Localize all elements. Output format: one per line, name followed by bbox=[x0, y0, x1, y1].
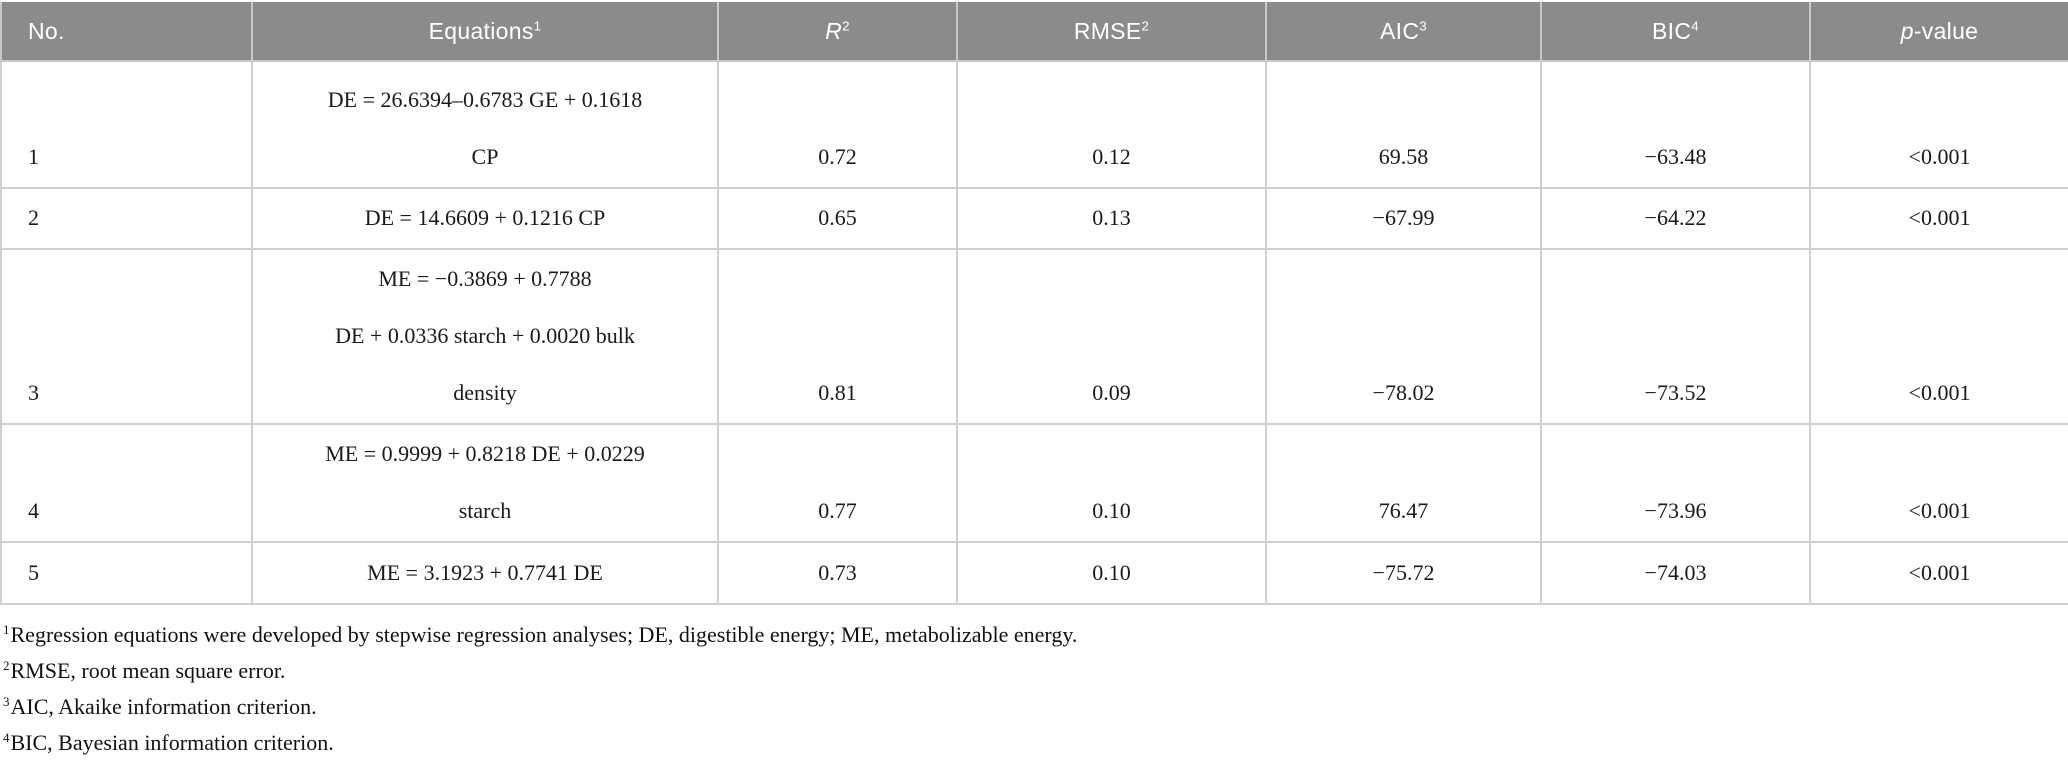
header-superscript: 3 bbox=[1419, 17, 1427, 33]
header-label: No. bbox=[28, 17, 65, 44]
header-label: RMSE bbox=[1073, 17, 1142, 44]
cell-bic: −74.03 bbox=[1540, 541, 1811, 605]
footnote-superscript: 4 bbox=[3, 729, 10, 745]
footnote: 1Regression equations were developed by … bbox=[3, 617, 2068, 653]
cell-bic: −73.96 bbox=[1540, 423, 1811, 543]
cell-no: 1 bbox=[0, 60, 253, 189]
header-label: -value bbox=[1913, 17, 1979, 44]
cell-rmse: 0.12 bbox=[956, 60, 1267, 189]
cell-rmse: 0.09 bbox=[956, 248, 1267, 425]
cell-rmse: 0.13 bbox=[956, 187, 1267, 250]
footnote-text: BIC, Bayesian information criterion. bbox=[10, 730, 334, 755]
header-superscript: 1 bbox=[533, 17, 542, 33]
header-superscript: 2 bbox=[842, 17, 850, 33]
cell-equation: DE = 26.6394–0.6783 GE + 0.1618 CP bbox=[251, 60, 719, 189]
cell-no: 3 bbox=[0, 248, 253, 425]
cell-bic: −73.52 bbox=[1540, 248, 1811, 425]
cell-rmse: 0.10 bbox=[956, 541, 1267, 605]
footnote: 3AIC, Akaike information criterion. bbox=[3, 689, 2068, 725]
column-header-pvalue: p-value bbox=[1809, 2, 2068, 62]
cell-r2: 0.73 bbox=[717, 541, 958, 605]
cell-equation: DE = 14.6609 + 0.1216 CP bbox=[251, 187, 719, 250]
table-row: 3 ME = −0.3869 + 0.7788 DE + 0.0336 star… bbox=[0, 248, 2068, 425]
column-header-no: No. bbox=[0, 2, 253, 62]
cell-r2: 0.77 bbox=[717, 423, 958, 543]
footnote: 4BIC, Bayesian information criterion. bbox=[3, 725, 2068, 761]
table-body: 1 DE = 26.6394–0.6783 GE + 0.1618 CP 0.7… bbox=[0, 60, 2068, 605]
cell-pvalue: <0.001 bbox=[1809, 541, 2068, 605]
table-footnotes: 1Regression equations were developed by … bbox=[0, 617, 2068, 761]
footnote-text: AIC, Akaike information criterion. bbox=[10, 694, 317, 719]
column-header-equations: Equations1 bbox=[251, 2, 719, 62]
column-header-r2: R2 bbox=[717, 2, 958, 62]
cell-no: 2 bbox=[0, 187, 253, 250]
footnote-text: RMSE, root mean square error. bbox=[10, 658, 286, 683]
header-row: No. Equations1 R2 RMSE2 AIC3 BIC4 p-valu… bbox=[0, 2, 2068, 62]
cell-no: 5 bbox=[0, 541, 253, 605]
column-header-aic: AIC3 bbox=[1265, 2, 1542, 62]
footnote-superscript: 2 bbox=[3, 657, 10, 673]
cell-aic: 76.47 bbox=[1265, 423, 1542, 543]
table-row: 2 DE = 14.6609 + 0.1216 CP 0.65 0.13 −67… bbox=[0, 187, 2068, 250]
table-row: 5 ME = 3.1923 + 0.7741 DE 0.73 0.10 −75.… bbox=[0, 541, 2068, 605]
cell-aic: 69.58 bbox=[1265, 60, 1542, 189]
column-header-rmse: RMSE2 bbox=[956, 2, 1267, 62]
header-label: AIC bbox=[1380, 17, 1420, 44]
cell-bic: −63.48 bbox=[1540, 60, 1811, 189]
cell-no: 4 bbox=[0, 423, 253, 543]
cell-rmse: 0.10 bbox=[956, 423, 1267, 543]
table-row: 1 DE = 26.6394–0.6783 GE + 0.1618 CP 0.7… bbox=[0, 60, 2068, 189]
header-label: Equations bbox=[428, 17, 534, 44]
footnote-superscript: 1 bbox=[3, 621, 10, 637]
regression-table: No. Equations1 R2 RMSE2 AIC3 BIC4 p-valu… bbox=[0, 2, 2068, 605]
table-row: 4 ME = 0.9999 + 0.8218 DE + 0.0229 starc… bbox=[0, 423, 2068, 543]
cell-aic: −75.72 bbox=[1265, 541, 1542, 605]
cell-bic: −64.22 bbox=[1540, 187, 1811, 250]
header-label-italic: R bbox=[825, 17, 843, 44]
header-superscript: 2 bbox=[1141, 17, 1150, 33]
cell-r2: 0.65 bbox=[717, 187, 958, 250]
header-label-italic: p bbox=[1900, 17, 1914, 44]
header-superscript: 4 bbox=[1691, 17, 1699, 33]
cell-r2: 0.81 bbox=[717, 248, 958, 425]
cell-aic: −67.99 bbox=[1265, 187, 1542, 250]
cell-pvalue: <0.001 bbox=[1809, 248, 2068, 425]
footnote-text: Regression equations were developed by s… bbox=[10, 622, 1078, 647]
cell-equation: ME = −0.3869 + 0.7788 DE + 0.0336 starch… bbox=[251, 248, 719, 425]
cell-r2: 0.72 bbox=[717, 60, 958, 189]
cell-pvalue: <0.001 bbox=[1809, 60, 2068, 189]
cell-aic: −78.02 bbox=[1265, 248, 1542, 425]
header-label: BIC bbox=[1652, 17, 1692, 44]
cell-equation: ME = 3.1923 + 0.7741 DE bbox=[251, 541, 719, 605]
footnote: 2RMSE, root mean square error. bbox=[3, 653, 2068, 689]
column-header-bic: BIC4 bbox=[1540, 2, 1811, 62]
cell-pvalue: <0.001 bbox=[1809, 187, 2068, 250]
cell-equation: ME = 0.9999 + 0.8218 DE + 0.0229 starch bbox=[251, 423, 719, 543]
cell-pvalue: <0.001 bbox=[1809, 423, 2068, 543]
table-header: No. Equations1 R2 RMSE2 AIC3 BIC4 p-valu… bbox=[0, 2, 2068, 62]
footnote-superscript: 3 bbox=[3, 693, 10, 709]
